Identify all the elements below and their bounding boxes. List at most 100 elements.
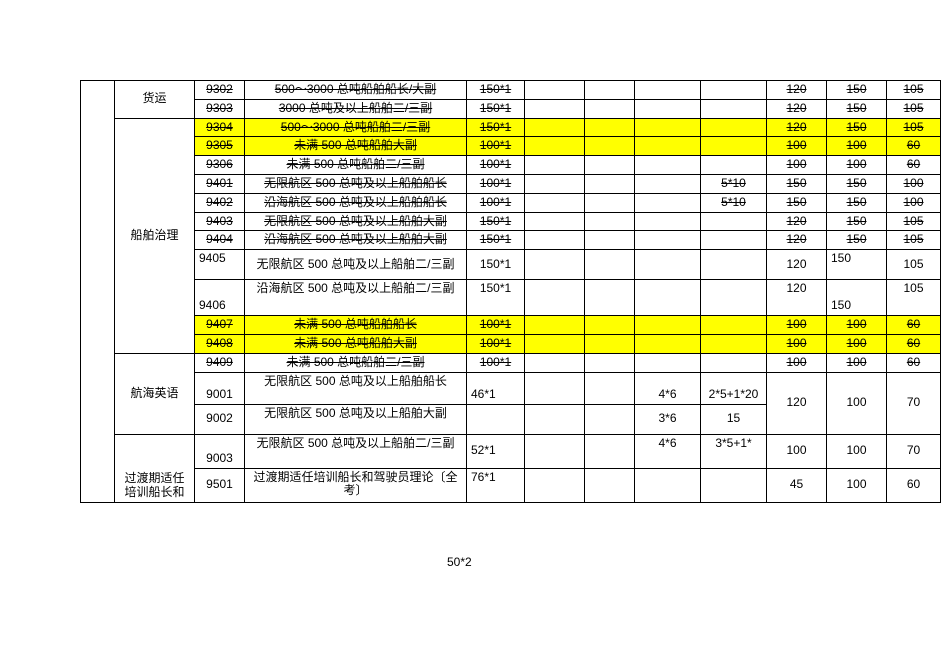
c9: 150 bbox=[767, 174, 827, 193]
c5: 100*1 bbox=[467, 316, 525, 335]
c5: 52*1 bbox=[467, 434, 525, 468]
c10: 150 bbox=[827, 280, 887, 316]
c5: 100*1 bbox=[467, 193, 525, 212]
table-row: 9404 沿海航区 500 总吨及以上船舶大副 150*1 120 150 10… bbox=[81, 231, 941, 250]
c5: 150*1 bbox=[467, 118, 525, 137]
group-label: 过渡期适任培训船长和 bbox=[115, 434, 195, 502]
table-row: 9001 无限航区 500 总吨及以上船舶船长 46*1 4*6 2*5+1*2… bbox=[81, 372, 941, 404]
c10: 150 bbox=[827, 81, 887, 100]
code-cell: 9304 bbox=[195, 118, 245, 137]
table-row: 航海英语 9409 未满 500 总吨船舶二/三副 100*1 100 100 … bbox=[81, 353, 941, 372]
desc-cell: 沿海航区 500 总吨及以上船舶船长 bbox=[245, 193, 467, 212]
c10: 100 bbox=[827, 434, 887, 468]
desc-cell: 未满 500 总吨船舶船长 bbox=[245, 316, 467, 335]
c11: 100 bbox=[887, 193, 941, 212]
code-cell: 9003 bbox=[195, 434, 245, 468]
c8: 5*10 bbox=[701, 193, 767, 212]
col1-blank bbox=[81, 81, 115, 503]
c9: 150 bbox=[767, 193, 827, 212]
c9: 120 bbox=[767, 280, 827, 316]
c10: 100 bbox=[827, 316, 887, 335]
table-row: 船舶治理 9304 500～3000 总吨船舶二/三副 150*1 120 15… bbox=[81, 118, 941, 137]
c8: 3*5+1* bbox=[701, 434, 767, 468]
table-row: 9303 3000 总吨及以上船舶二/三副 150*1 120 150 105 bbox=[81, 99, 941, 118]
c5 bbox=[467, 404, 525, 434]
c9: 120 bbox=[767, 231, 827, 250]
code-cell: 9406 bbox=[195, 280, 245, 316]
c5: 100*1 bbox=[467, 174, 525, 193]
c10: 150 bbox=[827, 212, 887, 231]
desc-cell: 沿海航区 500 总吨及以上船舶二/三副 bbox=[245, 280, 467, 316]
desc-cell: 500～3000 总吨船舶二/三副 bbox=[245, 118, 467, 137]
code-cell: 9404 bbox=[195, 231, 245, 250]
table-row: 9403 无限航区 500 总吨及以上船舶大副 150*1 120 150 10… bbox=[81, 212, 941, 231]
desc-cell: 无限航区 500 总吨及以上船舶大副 bbox=[245, 404, 467, 434]
c9: 100 bbox=[767, 334, 827, 353]
c5: 150*1 bbox=[467, 280, 525, 316]
c9: 100 bbox=[767, 353, 827, 372]
c10: 100 bbox=[827, 468, 887, 502]
code-cell: 9303 bbox=[195, 99, 245, 118]
code-cell: 9001 bbox=[195, 372, 245, 404]
table-row: 9407 未满 500 总吨船舶船长 100*1 100 100 60 bbox=[81, 316, 941, 335]
c9: 45 bbox=[767, 468, 827, 502]
c11: 60 bbox=[887, 156, 941, 175]
table-row: 货运 9302 500～3000 总吨船舶船长/大副 150*1 120 150… bbox=[81, 81, 941, 100]
table-row: 9306 未满 500 总吨船舶二/三副 100*1 100 100 60 bbox=[81, 156, 941, 175]
c10: 150 bbox=[827, 118, 887, 137]
desc-cell: 过渡期适任培训船长和驾驶员理论〔全考〕 bbox=[245, 468, 467, 502]
table-row: 9305 未满 500 总吨船舶大副 100*1 100 100 60 bbox=[81, 137, 941, 156]
desc-cell: 无限航区 500 总吨及以上船舶二/三副 bbox=[245, 250, 467, 280]
c9: 100 bbox=[767, 434, 827, 468]
c11: 105 bbox=[887, 99, 941, 118]
c9: 100 bbox=[767, 316, 827, 335]
c10: 150 bbox=[827, 174, 887, 193]
c10: 150 bbox=[827, 231, 887, 250]
c8: 15 bbox=[701, 404, 767, 434]
group-label: 航海英语 bbox=[115, 353, 195, 434]
c10: 100 bbox=[827, 156, 887, 175]
desc-cell: 未满 500 总吨船舶二/三副 bbox=[245, 156, 467, 175]
c11: 105 bbox=[887, 280, 941, 316]
desc-cell: 沿海航区 500 总吨及以上船舶大副 bbox=[245, 231, 467, 250]
footer-text: 50*2 bbox=[447, 555, 472, 569]
group-label: 船舶治理 bbox=[115, 118, 195, 353]
c10: 100 bbox=[827, 137, 887, 156]
data-table: 货运 9302 500～3000 总吨船舶船长/大副 150*1 120 150… bbox=[80, 80, 941, 503]
desc-cell: 3000 总吨及以上船舶二/三副 bbox=[245, 99, 467, 118]
desc-cell: 500～3000 总吨船舶船长/大副 bbox=[245, 81, 467, 100]
c11: 60 bbox=[887, 468, 941, 502]
desc-cell: 未满 500 总吨船舶大副 bbox=[245, 334, 467, 353]
desc-cell: 无限航区 500 总吨及以上船舶二/三副 bbox=[245, 434, 467, 468]
desc-cell: 无限航区 500 总吨及以上船舶大副 bbox=[245, 212, 467, 231]
c7: 3*6 bbox=[635, 404, 701, 434]
code-cell: 9305 bbox=[195, 137, 245, 156]
c9: 100 bbox=[767, 137, 827, 156]
c8: 5*10 bbox=[701, 174, 767, 193]
table-row: 9406 沿海航区 500 总吨及以上船舶二/三副 150*1 120 150 … bbox=[81, 280, 941, 316]
c11: 60 bbox=[887, 353, 941, 372]
c11: 60 bbox=[887, 137, 941, 156]
code-cell: 9408 bbox=[195, 334, 245, 353]
c11: 105 bbox=[887, 231, 941, 250]
c10: 100 bbox=[827, 353, 887, 372]
c7: 4*6 bbox=[635, 434, 701, 468]
c5: 76*1 bbox=[467, 468, 525, 502]
code-cell: 9405 bbox=[195, 250, 245, 280]
c5: 150*1 bbox=[467, 250, 525, 280]
c5: 100*1 bbox=[467, 137, 525, 156]
table-row: 9408 未满 500 总吨船舶大副 100*1 100 100 60 bbox=[81, 334, 941, 353]
c10: 100 bbox=[827, 372, 887, 434]
group-label: 货运 bbox=[115, 81, 195, 119]
code-cell: 9302 bbox=[195, 81, 245, 100]
table-row: 9501 过渡期适任培训船长和驾驶员理论〔全考〕 76*1 45 100 60 bbox=[81, 468, 941, 502]
c5: 100*1 bbox=[467, 353, 525, 372]
code-cell: 9002 bbox=[195, 404, 245, 434]
desc-cell: 无限航区 500 总吨及以上船舶船长 bbox=[245, 174, 467, 193]
desc-cell: 未满 500 总吨船舶大副 bbox=[245, 137, 467, 156]
c10: 150 bbox=[827, 250, 887, 280]
code-cell: 9401 bbox=[195, 174, 245, 193]
c5: 100*1 bbox=[467, 334, 525, 353]
c10: 150 bbox=[827, 193, 887, 212]
c10: 150 bbox=[827, 99, 887, 118]
